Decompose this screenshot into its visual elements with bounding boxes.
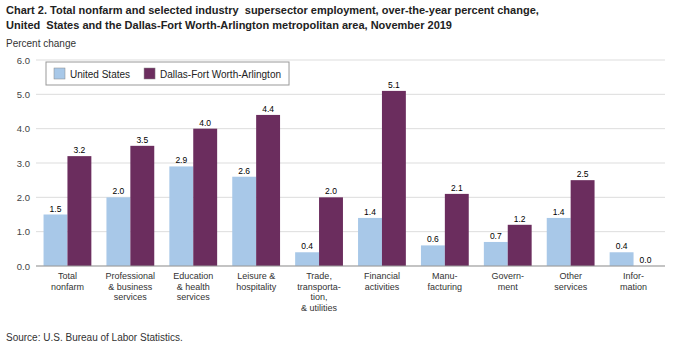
data-label: 0.0	[640, 255, 652, 265]
data-label: 2.6	[238, 166, 250, 176]
y-tick-label: 2.0	[17, 192, 30, 203]
data-label: 2.9	[175, 155, 187, 165]
chart: Chart 2. Total nonfarm and selected indu…	[0, 0, 673, 346]
x-tick-label: Manu-facturing	[428, 271, 463, 292]
y-tick-label: 0.0	[17, 261, 30, 272]
data-label: 0.6	[427, 234, 439, 244]
data-label: 1.4	[553, 207, 565, 217]
y-tick-label: 4.0	[17, 123, 30, 134]
data-label: 2.5	[577, 169, 589, 179]
bar	[44, 215, 68, 267]
bar	[382, 91, 406, 266]
data-label: 1.2	[514, 214, 526, 224]
y-tick-label: 6.0	[17, 55, 30, 66]
x-axis-line	[36, 266, 665, 267]
bar	[232, 177, 256, 266]
bar	[421, 245, 445, 266]
bar	[484, 242, 508, 266]
x-tick-label: Otherservices	[554, 271, 588, 292]
title: Chart 2. Total nonfarm and selected indu…	[6, 4, 539, 16]
data-label: 4.4	[262, 104, 274, 114]
data-label: 0.4	[616, 241, 628, 251]
x-tick-label: Professional& businessservices	[106, 271, 156, 302]
data-label: 3.5	[136, 135, 148, 145]
data-label: 5.1	[388, 80, 400, 90]
bar	[547, 218, 571, 266]
bar	[169, 166, 193, 266]
y-tick-label: 3.0	[17, 158, 30, 169]
y-tick-label: 5.0	[17, 89, 30, 100]
bar	[130, 146, 154, 266]
data-label: 4.0	[199, 118, 211, 128]
subtitle: United States and the Dallas-Fort Worth-…	[6, 19, 452, 31]
y-axis-label: Percent change	[6, 38, 76, 49]
data-label: 1.5	[50, 204, 62, 214]
x-tick-label: Totalnonfarm	[51, 271, 84, 292]
bar	[610, 252, 634, 266]
bar	[319, 197, 343, 266]
bar	[508, 225, 532, 266]
source-note: Source: U.S. Bureau of Labor Statistics.	[6, 332, 183, 343]
x-tick-label: Trade,transporta-tion,& utilities	[297, 271, 341, 313]
legend-entry: Dallas-Fort Worth-Arlington	[160, 69, 281, 80]
grid-line	[36, 266, 665, 267]
grid-line	[36, 60, 665, 61]
x-tick-label: Infor-mation	[620, 271, 647, 292]
bar	[106, 197, 130, 266]
legend-swatch	[54, 68, 65, 79]
bar	[358, 218, 382, 266]
y-tick-label: 1.0	[17, 226, 30, 237]
grid-line	[36, 128, 665, 129]
data-label: 3.2	[73, 145, 85, 155]
grid-line	[36, 94, 665, 95]
x-tick-label: Govern-ment	[491, 271, 524, 292]
data-label: 2.0	[112, 186, 124, 196]
legend-swatch	[144, 68, 155, 79]
legend: United States Dallas-Fort Worth-Arlington	[46, 62, 289, 85]
legend-box	[46, 62, 289, 85]
bar	[256, 115, 280, 266]
bar	[571, 180, 595, 266]
data-label: 2.0	[325, 186, 337, 196]
bar	[445, 194, 469, 266]
x-tick-label: Leisure &hospitality	[236, 271, 277, 292]
x-tick-label: Education& healthservices	[173, 271, 213, 302]
data-label: 1.4	[364, 207, 376, 217]
x-tick-label: Financialactivities	[364, 271, 400, 292]
bar	[67, 156, 91, 266]
bar	[295, 252, 319, 266]
data-label: 2.1	[451, 183, 463, 193]
bar	[193, 129, 217, 266]
data-label: 0.7	[490, 231, 502, 241]
legend-entry: United States	[70, 69, 130, 80]
value-labels: 1.5 2.0 2.9 2.6 0.4 1.4 0.6 0.7 1.4 0.4 3.2 3.5 4.0 4…	[50, 80, 652, 265]
data-label: 0.4	[301, 241, 313, 251]
bars	[44, 91, 634, 266]
grid	[36, 60, 665, 266]
